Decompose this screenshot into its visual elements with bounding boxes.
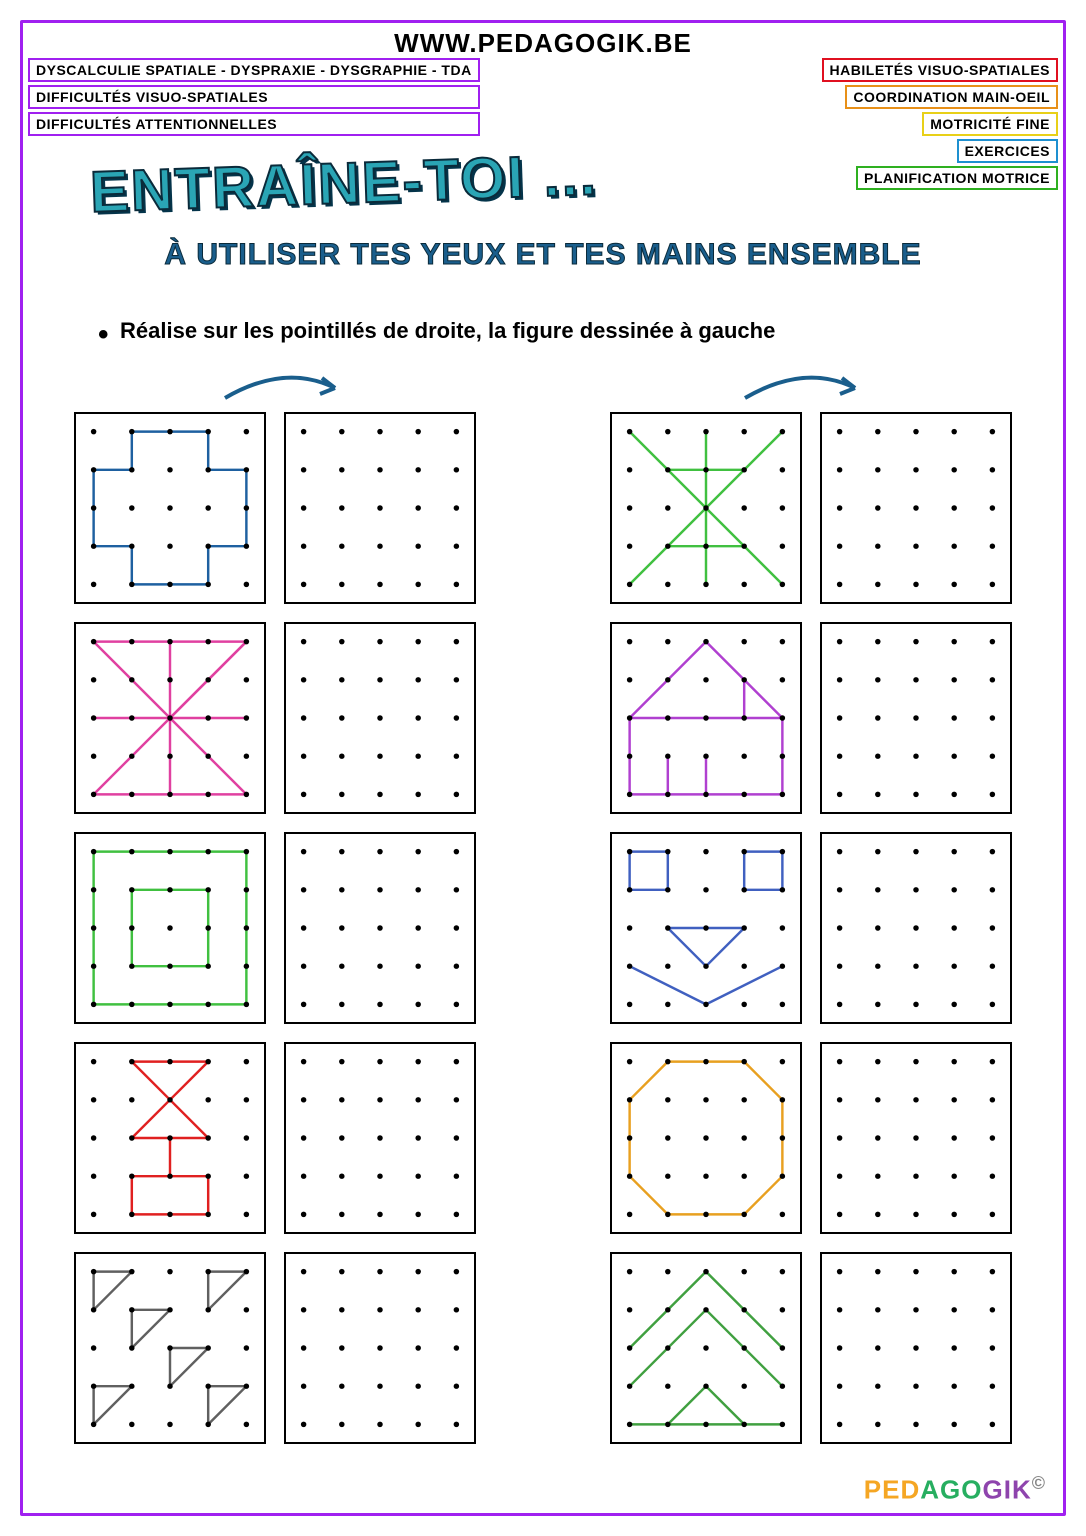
grid-row xyxy=(610,1252,1012,1444)
dot-grid xyxy=(284,1252,476,1444)
dot-grid xyxy=(610,622,802,814)
dot-grid xyxy=(610,1252,802,1444)
dot-grid xyxy=(820,412,1012,604)
footer-logo: PEDAGOGIK© xyxy=(864,1473,1046,1506)
dot-grid xyxy=(74,622,266,814)
dot-grid xyxy=(820,1252,1012,1444)
arrow-icon xyxy=(740,368,870,408)
arrow-icon xyxy=(220,368,350,408)
site-url: WWW.PEDAGOGIK.BE xyxy=(0,28,1086,59)
grid-row xyxy=(74,412,476,604)
dot-grid xyxy=(284,1042,476,1234)
dot-grid xyxy=(74,832,266,1024)
grid-row xyxy=(74,1042,476,1234)
title-subtitle: À UTILISER TES YEUX ET TES MAINS ENSEMBL… xyxy=(0,238,1086,272)
tag: HABILETÉS VISUO-SPATIALES xyxy=(822,58,1058,82)
instruction-text: Réalise sur les pointillés de droite, la… xyxy=(120,318,775,344)
tag: DIFFICULTÉS ATTENTIONNELLES xyxy=(28,112,480,136)
tag: DYSCALCULIE SPATIALE - DYSPRAXIE - DYSGR… xyxy=(28,58,480,82)
grid-row xyxy=(74,1252,476,1444)
dot-grid xyxy=(820,832,1012,1024)
dot-grid xyxy=(284,622,476,814)
dot-grid xyxy=(820,622,1012,814)
grid-row xyxy=(610,622,1012,814)
dot-grid xyxy=(74,1252,266,1444)
tag: EXERCICES xyxy=(957,139,1058,163)
dot-grid xyxy=(284,412,476,604)
dot-grid xyxy=(610,832,802,1024)
dot-grid xyxy=(74,412,266,604)
tag: DIFFICULTÉS VISUO-SPATIALES xyxy=(28,85,480,109)
grid-row xyxy=(74,832,476,1024)
grid-row xyxy=(610,1042,1012,1234)
grid-column xyxy=(610,412,1012,1466)
right-tags: HABILETÉS VISUO-SPATIALES COORDINATION MA… xyxy=(822,58,1058,190)
dot-grid xyxy=(284,832,476,1024)
grid-row xyxy=(610,412,1012,604)
left-tags: DYSCALCULIE SPATIALE - DYSPRAXIE - DYSGR… xyxy=(28,58,480,136)
dot-grid xyxy=(610,412,802,604)
tag: MOTRICITÉ FINE xyxy=(922,112,1058,136)
tag: PLANIFICATION MOTRICE xyxy=(856,166,1058,190)
tag: COORDINATION MAIN-OEIL xyxy=(845,85,1058,109)
dot-grid xyxy=(820,1042,1012,1234)
grids-area xyxy=(74,412,1012,1466)
grid-column xyxy=(74,412,476,1466)
grid-row xyxy=(610,832,1012,1024)
dot-grid xyxy=(74,1042,266,1234)
dot-grid xyxy=(610,1042,802,1234)
grid-row xyxy=(74,622,476,814)
